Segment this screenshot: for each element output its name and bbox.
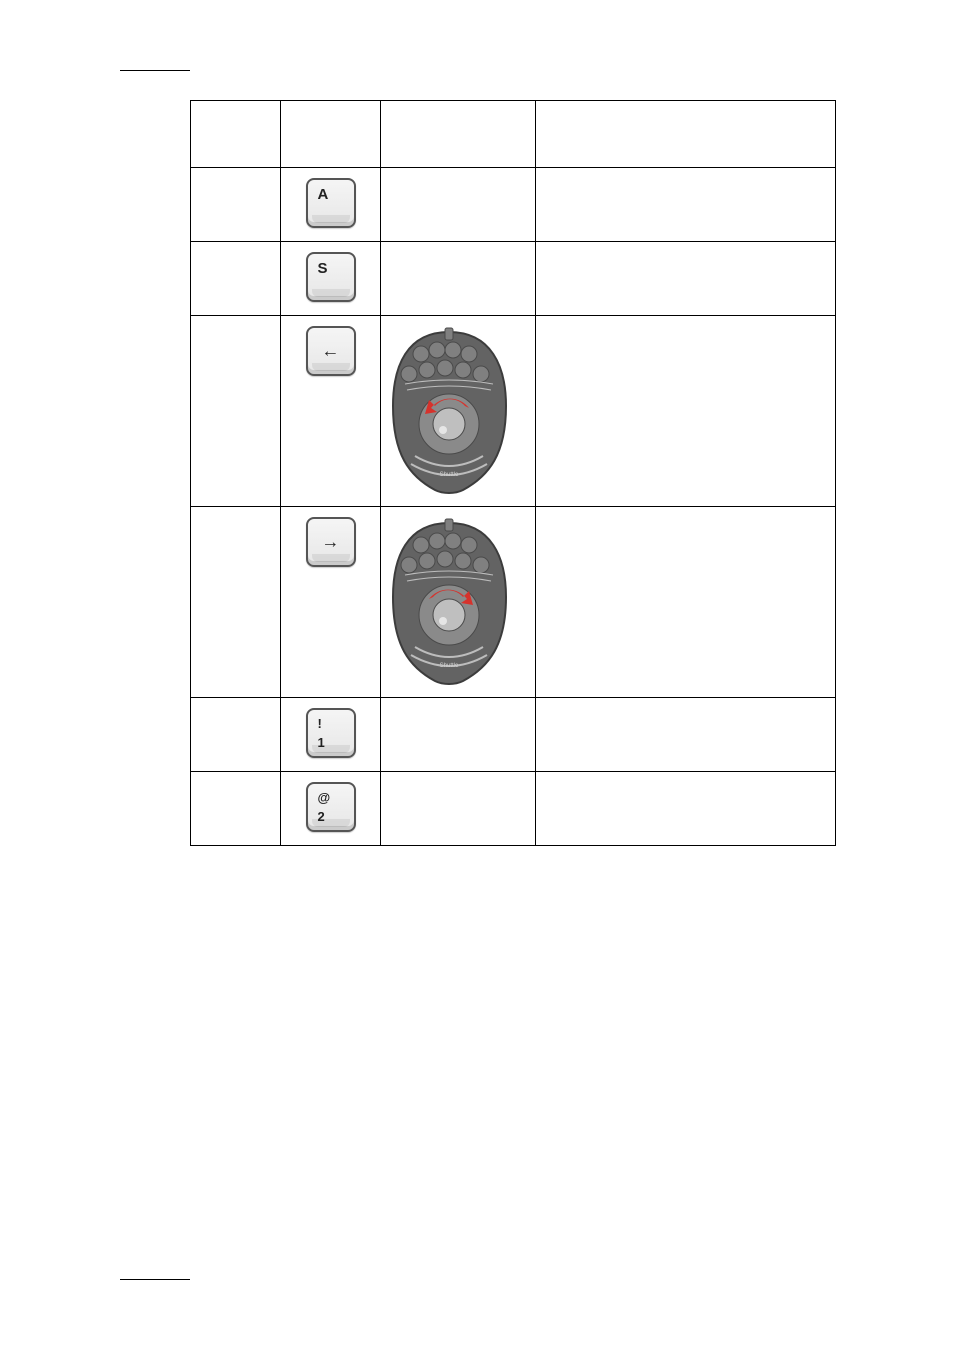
cell-keyboard: A — [281, 168, 381, 242]
cell-keyboard: @2 — [281, 772, 381, 846]
bottom-rule — [120, 1279, 190, 1280]
key-label: S — [318, 260, 328, 277]
cell-jog — [381, 168, 536, 242]
key-shadow — [312, 554, 350, 562]
cell-jog — [381, 698, 536, 772]
cell-keyboard: ← — [281, 316, 381, 507]
key-shadow — [312, 745, 350, 753]
jog-brand-label: Shuttle — [440, 663, 459, 669]
cell-name — [191, 698, 281, 772]
table-row: S — [191, 242, 836, 316]
cell-jog — [381, 772, 536, 846]
cell-description — [536, 698, 836, 772]
keyboard-key: @2 — [306, 782, 356, 832]
top-rule — [120, 70, 190, 71]
arrow-left-icon: ← — [322, 341, 340, 362]
cell-name — [191, 242, 281, 316]
shortcuts-table: A S ← Shuttle → Shuttle !1 @2 — [190, 100, 836, 846]
table-row: @2 — [191, 772, 836, 846]
cell-keyboard: S — [281, 242, 381, 316]
key-shadow — [312, 215, 350, 223]
table-header-row — [191, 101, 836, 168]
cell-name — [191, 772, 281, 846]
jog-brand-label: Shuttle — [440, 472, 459, 478]
col-jog-header — [381, 101, 536, 168]
cell-description — [536, 316, 836, 507]
key-label: A — [318, 186, 329, 203]
cell-keyboard: !1 — [281, 698, 381, 772]
jog-shuttle: Shuttle — [387, 326, 512, 496]
cell-name — [191, 316, 281, 507]
jog-shuttle: Shuttle — [387, 517, 512, 687]
col-keyboard-header — [281, 101, 381, 168]
cell-keyboard: → — [281, 507, 381, 698]
table-row: A — [191, 168, 836, 242]
key-label-top: ! — [318, 716, 322, 731]
cell-name — [191, 507, 281, 698]
cell-description — [536, 772, 836, 846]
key-shadow — [312, 363, 350, 371]
cell-description — [536, 242, 836, 316]
cell-jog: Shuttle — [381, 507, 536, 698]
cell-description — [536, 507, 836, 698]
keyboard-key: → — [306, 517, 356, 567]
col-name-header — [191, 101, 281, 168]
cell-jog — [381, 242, 536, 316]
keyboard-key: !1 — [306, 708, 356, 758]
table-body: A S ← Shuttle → Shuttle !1 @2 — [191, 168, 836, 846]
keyboard-key: ← — [306, 326, 356, 376]
col-desc-header — [536, 101, 836, 168]
cell-name — [191, 168, 281, 242]
table-row: !1 — [191, 698, 836, 772]
arrow-right-icon: → — [322, 532, 340, 553]
cell-description — [536, 168, 836, 242]
page: A S ← Shuttle → Shuttle !1 @2 — [0, 0, 954, 1350]
key-shadow — [312, 819, 350, 827]
table-row: ← Shuttle — [191, 316, 836, 507]
table-row: → Shuttle — [191, 507, 836, 698]
jog-shuttle-icon: Shuttle — [387, 517, 512, 687]
jog-shuttle-icon: Shuttle — [387, 326, 512, 496]
key-label-top: @ — [318, 790, 331, 805]
keyboard-key: A — [306, 178, 356, 228]
cell-jog: Shuttle — [381, 316, 536, 507]
key-shadow — [312, 289, 350, 297]
keyboard-key: S — [306, 252, 356, 302]
